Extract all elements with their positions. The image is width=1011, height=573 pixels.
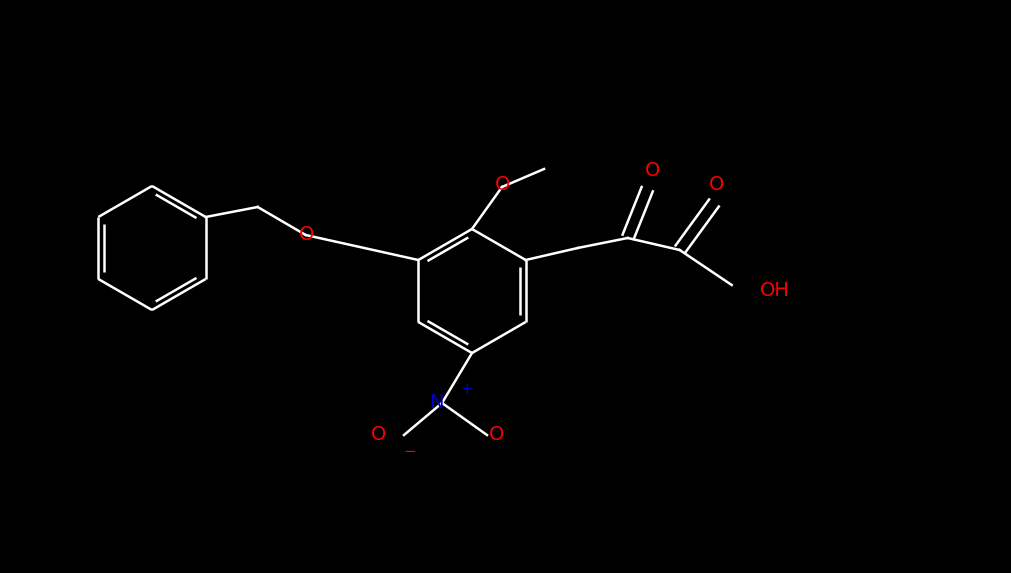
Text: +: + bbox=[460, 382, 472, 397]
Text: O: O bbox=[489, 426, 504, 445]
Text: O: O bbox=[709, 175, 724, 194]
Text: N: N bbox=[429, 394, 444, 413]
Text: O: O bbox=[644, 160, 660, 179]
Text: OH: OH bbox=[759, 281, 789, 300]
Text: −: − bbox=[402, 445, 416, 460]
Text: O: O bbox=[370, 426, 385, 445]
Text: O: O bbox=[494, 175, 511, 194]
Text: O: O bbox=[298, 225, 314, 244]
